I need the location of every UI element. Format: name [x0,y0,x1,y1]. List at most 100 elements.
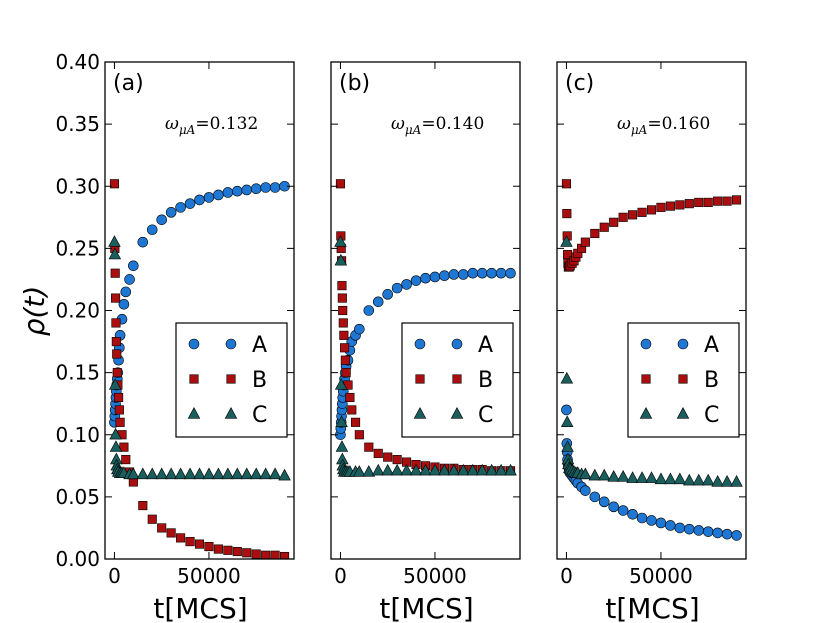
data-point-C [616,470,630,482]
data-point-A [636,512,648,524]
data-point-C [108,247,122,260]
data-point-C [145,467,159,480]
data-point-B [373,448,383,458]
data-point-B [114,405,124,415]
panel-label: (b) [339,71,370,96]
data-point-A [693,525,705,536]
data-point-C [335,440,349,452]
data-point-B [347,405,357,415]
x-axis-label: t[MCS] [379,592,473,623]
data-point-B [392,455,402,465]
data-point-A [184,198,196,209]
data-point-C [654,472,668,485]
data-point-B [646,205,657,215]
data-point-B [340,355,350,365]
data-point-B [665,201,675,211]
data-point-A [194,194,205,206]
data-point-A [260,182,271,193]
data-point-A [241,184,253,196]
data-point-B [339,330,349,340]
legend: ABC [175,322,288,438]
x-tick-label: 0 [334,564,347,588]
plot-area [334,179,517,477]
data-point-A [232,185,243,197]
legend-marker-B [641,374,651,384]
legend: ABC [401,322,514,438]
data-point-C [334,378,348,390]
panel-1: 0 50000 0.00 0.05 0.10 0.15 0.20 0.25 0.30 0.35 0.… [55,50,295,623]
legend-marker-A [677,338,689,350]
data-point-A [175,202,186,213]
data-point-B [383,452,393,462]
data-point-A [391,282,403,294]
data-point-B [684,199,694,209]
data-point-A [457,269,469,280]
legend-label-A: A [704,333,719,358]
legend-marker-B [189,374,199,384]
data-point-A [250,183,262,195]
legend-marker-C [224,407,238,419]
data-point-A [420,272,431,284]
data-point-B [335,179,346,189]
data-point-B [354,430,364,440]
y-tick-label: 0.00 [55,547,100,571]
data-point-C [457,463,470,476]
plot-frame [330,61,521,560]
series-B [109,179,290,559]
data-point-B [261,550,271,559]
data-point-B [675,200,685,210]
data-point-A [646,515,657,526]
series-C [560,235,743,487]
panel-3: 0 50000 t[MCS] (c) ωμA=0.160 ABC [556,61,747,623]
data-point-C [278,468,291,481]
plot-area [560,179,743,541]
data-point-B [341,368,351,378]
data-point-A [712,527,723,539]
x-axis-label: t[MCS] [153,592,247,623]
panel-label: (a) [113,71,144,96]
data-point-B [722,196,732,206]
data-point-B [110,268,120,278]
data-point-B [242,548,252,558]
data-point-C [249,467,263,480]
data-point-A [505,267,516,279]
data-point-B [112,368,122,378]
x-tick-label: 0 [108,564,121,588]
data-point-B [115,417,125,427]
y-tick-label: 0.20 [55,299,100,323]
legend-marker-C [187,407,201,419]
data-point-A [165,207,177,218]
y-tick-label: 0.25 [55,236,100,260]
data-point-A [476,267,488,279]
annotation-value: =0.160 [647,114,710,134]
data-point-B [703,197,713,207]
series-C [108,235,291,481]
panels: 0 50000 0.00 0.05 0.10 0.15 0.20 0.25 0.30 0.35 0.… [55,50,747,623]
data-point-A [683,523,695,535]
data-point-A [382,289,394,300]
data-point-B [337,281,347,291]
data-point-B [204,542,214,552]
data-point-B [713,196,723,206]
annotation-symbol: ω [391,114,405,134]
data-point-C [701,473,715,486]
data-point-C [475,463,489,476]
data-point-C [109,427,122,440]
legend-marker-A [225,338,237,350]
data-point-C [127,467,140,480]
data-point-C [485,463,498,476]
omega-annotation: ωμA=0.132 [165,114,258,137]
series-C [334,235,517,477]
data-point-A [589,491,601,503]
data-point-A [598,496,610,508]
data-point-C [428,463,442,476]
data-point-B [351,417,361,427]
data-point-A [401,279,412,290]
data-point-B [251,549,261,559]
data-point-A [486,267,497,279]
data-point-A [137,236,149,248]
x-tick-label: 50000 [177,564,241,588]
data-point-A [674,522,686,534]
x-tick-label: 50000 [403,564,467,588]
data-point-B [176,533,186,543]
